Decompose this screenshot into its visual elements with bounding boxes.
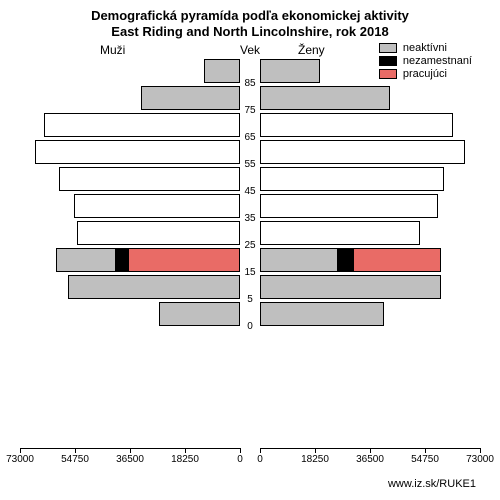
bar-segment-left [68, 275, 240, 299]
pyramid-row: 0 [20, 301, 480, 328]
bar-segment-right [260, 113, 453, 137]
chart-title: Demografická pyramída podľa ekonomickej … [0, 0, 500, 39]
bar-segment-right [260, 194, 438, 218]
bar-segment-right [338, 248, 353, 272]
legend-label: neaktívni [403, 42, 447, 54]
tick-label: 18250 [171, 454, 199, 465]
bar-segment-left [128, 248, 240, 272]
tick-label: 0 [257, 454, 263, 465]
pyramid-row: 65 [20, 112, 480, 139]
bar-segment-left [35, 140, 240, 164]
pyramid-row: 45 [20, 166, 480, 193]
bar-segment-left [159, 302, 240, 326]
age-label: 0 [237, 321, 263, 332]
bar-segment-left [204, 59, 240, 83]
pyramid-row: 55 [20, 139, 480, 166]
pyramid-row: 15 [20, 247, 480, 274]
tick-label: 0 [237, 454, 243, 465]
bar-segment-right [260, 86, 390, 110]
bar-segment-left [116, 248, 128, 272]
bar-segment-right [260, 167, 444, 191]
legend-swatch [379, 43, 397, 53]
pyramid-row: 35 [20, 193, 480, 220]
legend-item: neaktívni [379, 42, 472, 54]
title-line-1: Demografická pyramída podľa ekonomickej … [0, 8, 500, 24]
tick-label: 18250 [301, 454, 329, 465]
label-age: Vek [240, 43, 260, 57]
tick-label: 54750 [411, 454, 439, 465]
label-men: Muži [100, 43, 125, 57]
bar-segment-left [77, 221, 240, 245]
bar-segment-right [353, 248, 440, 272]
tick-label: 73000 [6, 454, 34, 465]
bar-segment-right [260, 248, 338, 272]
bar-segment-left [141, 86, 240, 110]
bar-segment-right [260, 221, 420, 245]
bar-segment-right [260, 302, 384, 326]
title-line-2: East Riding and North Lincolnshire, rok … [0, 24, 500, 40]
bar-segment-right [260, 275, 441, 299]
bar-segment-left [74, 194, 240, 218]
pyramid-row: 5 [20, 274, 480, 301]
tick-label: 54750 [61, 454, 89, 465]
tick-label: 36500 [116, 454, 144, 465]
bar-segment-right [260, 59, 320, 83]
chart-area: 857565554535251550 [20, 58, 480, 442]
pyramid-row: 75 [20, 85, 480, 112]
x-axis: 7300054750365001825000182503650054750730… [20, 448, 480, 472]
bar-segment-left [59, 167, 240, 191]
bar-segment-right [260, 140, 465, 164]
tick-label: 73000 [466, 454, 494, 465]
pyramid-row: 85 [20, 58, 480, 85]
label-women: Ženy [298, 43, 325, 57]
bar-segment-left [44, 113, 240, 137]
source-url: www.iz.sk/RUKE1 [388, 478, 476, 490]
pyramid-row: 25 [20, 220, 480, 247]
tick-label: 36500 [356, 454, 384, 465]
bar-segment-left [56, 248, 116, 272]
